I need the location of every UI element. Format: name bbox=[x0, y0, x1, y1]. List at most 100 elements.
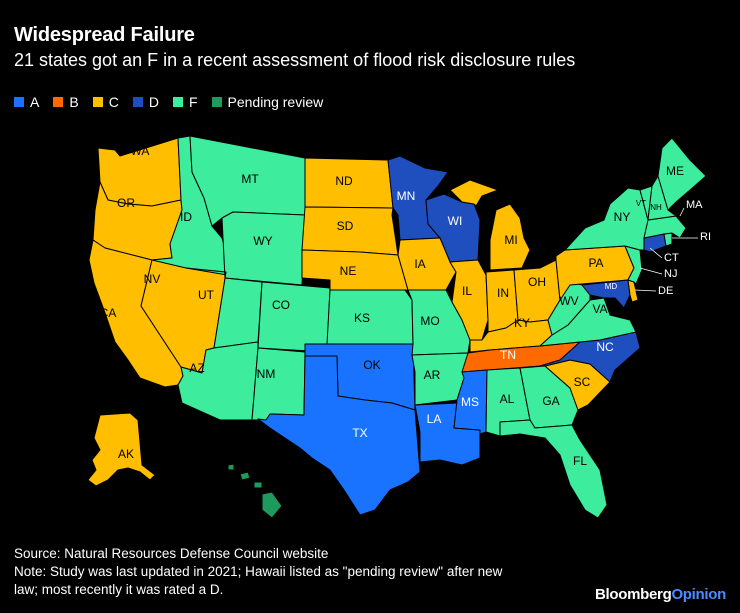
leader-de bbox=[634, 289, 657, 292]
state-ma bbox=[643, 215, 687, 239]
label-de: DE bbox=[658, 285, 673, 297]
label-ri: RI bbox=[700, 231, 711, 243]
label-fl: FL bbox=[573, 454, 587, 468]
label-ga: GA bbox=[542, 394, 559, 408]
label-ak: AK bbox=[118, 447, 134, 461]
study-note-2: law; most recently it was rated a D. bbox=[14, 582, 224, 597]
brand-accent: Opinion bbox=[671, 586, 726, 603]
legend-item-d: D bbox=[132, 94, 159, 110]
footnotes: Source: Natural Resources Defense Counci… bbox=[14, 545, 502, 599]
legend-swatch-pending bbox=[211, 97, 222, 107]
label-la: LA bbox=[427, 412, 442, 426]
label-az: AZ bbox=[189, 361, 204, 375]
label-ny: NY bbox=[614, 210, 631, 224]
legend-label-a: A bbox=[30, 94, 40, 110]
brand-main: Bloomberg bbox=[594, 586, 672, 603]
label-nm: NM bbox=[257, 367, 276, 381]
label-il: IL bbox=[462, 284, 472, 298]
legend-item-b: B bbox=[53, 94, 79, 110]
state-hi-1 bbox=[227, 463, 235, 471]
label-ca: CA bbox=[100, 306, 117, 320]
state-az bbox=[177, 341, 259, 421]
chart-title: Widespread Failure bbox=[14, 24, 195, 46]
study-note-1: Note: Study was last updated in 2021; Ha… bbox=[14, 564, 503, 579]
state-fl bbox=[499, 419, 608, 519]
legend-item-pending: Pending review bbox=[211, 94, 324, 110]
label-sd: SD bbox=[337, 219, 354, 233]
label-co: CO bbox=[272, 298, 290, 312]
label-mi: MI bbox=[504, 233, 517, 247]
legend-label-c: C bbox=[108, 94, 119, 110]
label-al: AL bbox=[500, 392, 515, 406]
label-wv: WV bbox=[559, 294, 578, 308]
label-ky: KY bbox=[514, 316, 530, 330]
state-ia bbox=[397, 237, 457, 291]
legend-item-f: F bbox=[172, 94, 198, 110]
label-mn: MN bbox=[397, 189, 416, 203]
label-ct: CT bbox=[664, 252, 679, 264]
state-nj bbox=[624, 245, 643, 285]
state-hi-3 bbox=[253, 481, 263, 489]
leader-ma bbox=[679, 207, 685, 217]
legend-label-d: D bbox=[148, 94, 159, 110]
us-map: WA OR CA NV ID MT WY UT CO AZ NM ND SD N… bbox=[87, 135, 711, 519]
state-nm bbox=[251, 347, 306, 421]
legend-label-b: B bbox=[69, 94, 79, 110]
label-wy: WY bbox=[253, 234, 272, 248]
label-mo: MO bbox=[420, 314, 439, 328]
state-mi bbox=[449, 179, 499, 207]
label-me: ME bbox=[666, 164, 684, 178]
label-in: IN bbox=[497, 286, 509, 300]
label-wa: WA bbox=[131, 144, 150, 158]
label-ne: NE bbox=[340, 264, 357, 278]
state-hi-4 bbox=[261, 491, 283, 519]
label-tn: TN bbox=[500, 348, 516, 362]
label-mt: MT bbox=[241, 172, 259, 186]
label-sc: SC bbox=[574, 375, 591, 389]
legend-label-pending: Pending review bbox=[227, 94, 324, 110]
source-note: Source: Natural Resources Defense Counci… bbox=[14, 546, 329, 561]
state-mi-lower bbox=[489, 203, 531, 271]
legend-swatch-a bbox=[14, 97, 24, 107]
state-tx bbox=[257, 355, 421, 516]
label-wi: WI bbox=[448, 214, 463, 228]
state-nh bbox=[647, 175, 677, 221]
legend: A B C D F Pending review bbox=[14, 94, 337, 110]
label-nd: ND bbox=[335, 174, 353, 188]
leader-nj bbox=[639, 267, 663, 275]
state-co bbox=[257, 281, 331, 353]
state-me bbox=[657, 137, 707, 211]
label-oh: OH bbox=[528, 275, 546, 289]
label-nv: NV bbox=[144, 272, 161, 286]
label-id: ID bbox=[180, 210, 192, 224]
label-nj: NJ bbox=[664, 268, 677, 280]
state-nc bbox=[539, 331, 641, 383]
label-md: MD bbox=[605, 282, 618, 291]
state-wy bbox=[221, 211, 306, 286]
legend-item-c: C bbox=[92, 94, 119, 110]
label-ia: IA bbox=[414, 257, 425, 271]
legend-item-a: A bbox=[14, 94, 39, 110]
state-ri bbox=[663, 232, 673, 247]
label-or: OR bbox=[117, 196, 135, 210]
label-pa: PA bbox=[588, 256, 603, 270]
label-tx: TX bbox=[352, 426, 367, 440]
label-nc: NC bbox=[596, 340, 614, 354]
state-mo bbox=[407, 289, 471, 356]
state-ak bbox=[87, 412, 156, 487]
label-ar: AR bbox=[424, 368, 441, 382]
legend-swatch-d bbox=[132, 97, 143, 107]
bloomberg-opinion-logo: BloombergOpinion bbox=[595, 586, 726, 603]
state-ny bbox=[564, 187, 651, 251]
state-hi-2 bbox=[239, 471, 251, 481]
label-ma: MA bbox=[686, 199, 703, 211]
legend-swatch-c bbox=[92, 97, 103, 107]
label-nh: NH bbox=[650, 203, 662, 212]
label-ms: MS bbox=[461, 395, 479, 409]
leader-ct bbox=[649, 247, 663, 259]
label-ks: KS bbox=[354, 311, 370, 325]
state-wi bbox=[425, 193, 481, 263]
label-vt: VT bbox=[636, 199, 646, 208]
label-ut: UT bbox=[198, 288, 215, 302]
label-va: VA bbox=[592, 302, 607, 316]
